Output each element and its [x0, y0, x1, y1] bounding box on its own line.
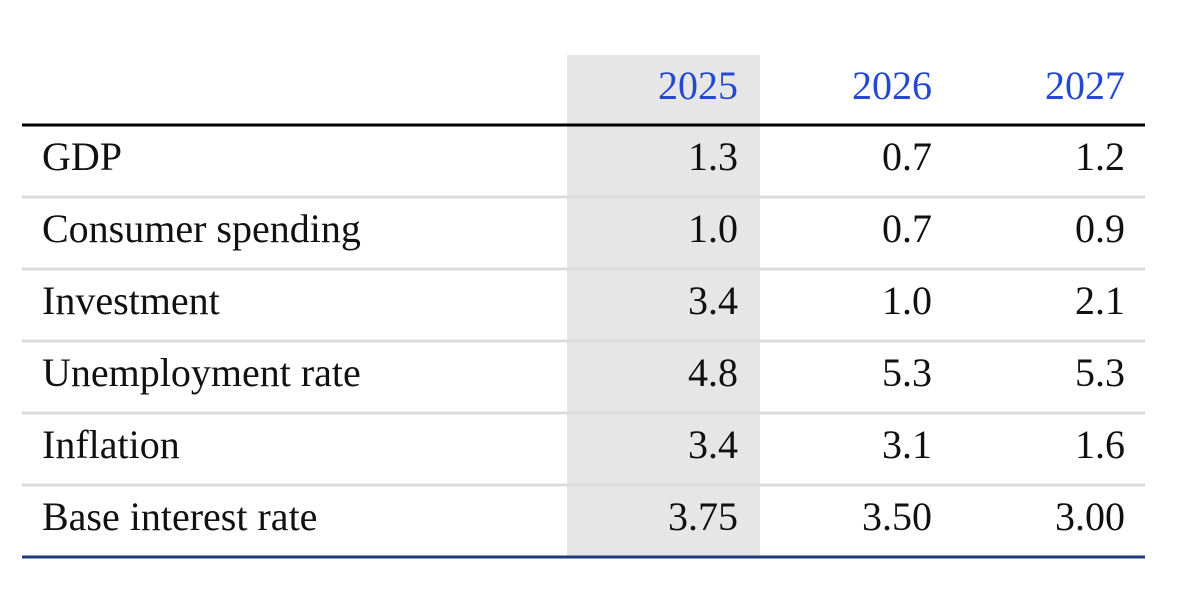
cell: 1.2	[1075, 134, 1125, 179]
cell: 1.6	[1075, 422, 1125, 467]
cell: 0.7	[882, 134, 932, 179]
cell: 2.1	[1075, 278, 1125, 323]
cell: 5.3	[1075, 350, 1125, 395]
cell: 1.3	[688, 134, 738, 179]
row-label: Inflation	[42, 422, 180, 467]
row-label: GDP	[42, 134, 122, 179]
cell: 3.4	[688, 278, 738, 323]
cell: 1.0	[882, 278, 932, 323]
highlight-column	[567, 55, 760, 557]
row-label: Unemployment rate	[42, 350, 361, 395]
cell: 3.00	[1055, 494, 1125, 539]
cell: 4.8	[688, 350, 738, 395]
cell: 0.9	[1075, 206, 1125, 251]
cell: 5.3	[882, 350, 932, 395]
cell: 3.4	[688, 422, 738, 467]
cell: 3.1	[882, 422, 932, 467]
column-header: 2027	[1045, 63, 1125, 108]
cell: 3.50	[862, 494, 932, 539]
column-header: 2025	[658, 63, 738, 108]
cell: 0.7	[882, 206, 932, 251]
cell: 3.75	[668, 494, 738, 539]
row-label: Base interest rate	[42, 494, 317, 539]
column-header: 2026	[852, 63, 932, 108]
row-label: Consumer spending	[42, 206, 361, 251]
row-label: Investment	[42, 278, 220, 323]
cell: 1.0	[688, 206, 738, 251]
